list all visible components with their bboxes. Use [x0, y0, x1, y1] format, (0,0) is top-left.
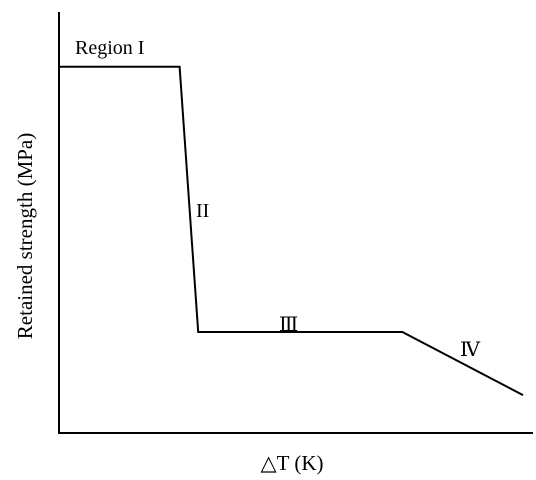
annotation-region-i: Region I	[75, 37, 144, 59]
y-axis-label: Retained strength (MPa)	[13, 133, 37, 339]
annotation-region-iv: Ⅳ	[460, 339, 481, 361]
strength-curve	[59, 65, 524, 396]
annotation-region-ii: II	[196, 200, 209, 222]
annotation-region-iii: Ⅲ	[279, 314, 298, 336]
x-axis-label: △T (K)	[261, 451, 324, 475]
